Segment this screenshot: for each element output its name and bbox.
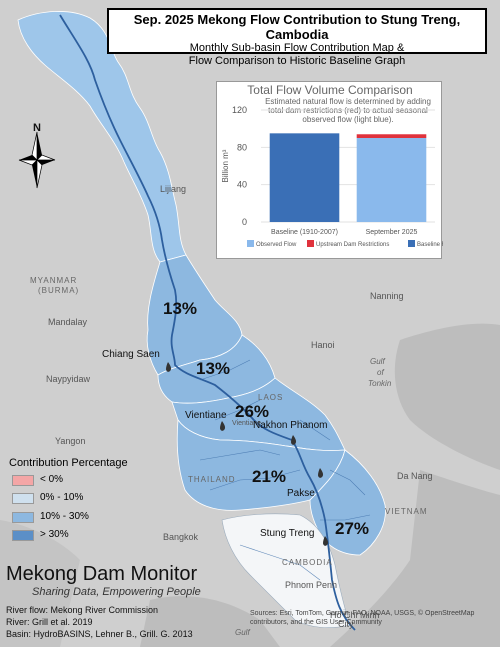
pct-label-stung-treng: 27% [335,519,370,538]
city-vientiane-small: Vientiane [232,420,262,427]
legend-title: Contribution Percentage [9,457,128,469]
sea-label-tonkin: Tonkin [368,379,392,388]
legend-item-0-10: 0% - 10% [12,492,132,506]
chart-legend-swatch-2 [307,240,314,247]
chart-legend-label-1: Observed Flow [256,242,297,248]
city-stung-treng: Stung Treng [260,528,315,539]
chart-legend-swatch-1 [247,240,254,247]
chart-y-tick-label: 40 [237,180,247,190]
country-laos: LAOS [258,393,284,402]
flow-chart: 0 40 80 120 Billion m³ Baseline (1910-2007) Se… [221,105,443,248]
chart-y-axis-label: Billion m³ [221,149,230,182]
chart-legend-label-2: Upstream Dam Restrictions [316,242,389,248]
title-box: Sep. 2025 Mekong Flow Contribution to St… [107,8,487,67]
north-label: N [33,122,41,134]
north-arrow-icon [18,131,56,189]
mekong-main-river [59,14,356,631]
sources-attribution: Sources: Esri, TomTom, Garmin, FAO, NOAA… [250,610,475,626]
legend-label-10-30: 10% - 30% [40,511,89,522]
legend-item-over-30: > 30% [12,529,132,543]
gauge-markers [166,362,329,546]
legend-label-0-10: 0% - 10% [40,492,84,503]
flow-chart-panel: Total Flow Volume Comparison Estimated n… [216,81,443,259]
city-nakhon-phanom: Nakhon Phanom [253,420,328,431]
upper-basin-region [17,11,187,263]
city-naypyidaw: Naypyidaw [46,374,91,384]
city-chiang-saen: Chiang Saen [102,349,160,360]
country-thailand: THAILAND [188,475,236,484]
legend-label-negative: < 0% [40,474,64,485]
credit-basin: Basin: HydroBASINS, Lehner B., Grill. G.… [6,629,193,639]
map-title: Sep. 2025 Mekong Flow Contribution to St… [133,12,461,42]
chart-note-line-3: observed flow (light blue). [302,115,394,124]
chart-note-line-1: Estimated natural flow is determined by … [265,97,431,106]
chart-legend-label-3: Baseline Flow [417,242,443,248]
city-ho-chi-minh: Ho Chi Minh [330,610,380,620]
chart-bar-1-2 [356,138,427,222]
city-ho-chi-minh-2: City [338,619,354,629]
legend-item-10-30: 10% - 30% [12,511,132,525]
sea-label-gulf: Gulf [370,357,385,366]
gauge-stung-treng [323,536,329,546]
city-mandalay: Mandalay [48,317,88,327]
legend-label-over-30: > 30% [40,529,69,540]
legend-swatch-0-10 [12,493,34,504]
pct-label-vientiane-upper: 13% [196,359,231,378]
chart-category-label: September 2025 [366,229,418,236]
brand-tagline: Sharing Data, Empowering People [32,586,201,598]
country-vietnam: VIETNAM [385,507,428,516]
brand-name: Mekong Dam Monitor [6,563,198,585]
chart-bar-3-1 [269,133,340,222]
sea-label-gulf-thailand: Gulf [235,628,250,637]
gauge-pakse [318,468,324,478]
chart-bar-2-2 [356,134,427,138]
city-nanning: Nanning [370,291,404,301]
credit-river-flow: River flow: Mekong River Commission [6,605,159,615]
tributaries [199,359,371,581]
legend-item-negative: < 0% [12,474,132,488]
chart-y-tick-label: 120 [232,105,247,115]
chart-title: Total Flow Volume Comparison [247,83,413,97]
sea-label-of: of [377,368,384,377]
chart-y-tick-label: 0 [242,217,247,227]
gauge-nakhon-phanom [291,435,297,445]
gauge-chiang-saen [166,362,172,372]
map-subtitle-1: Monthly Sub-basin Flow Contribution Map … [189,42,405,54]
map-subtitle-2: Flow Comparison to Historic Baseline Gra… [188,55,406,67]
country-cambodia: CAMBODIA [282,558,333,567]
gulf-of-tonkin-sea [394,323,500,470]
city-bangkok: Bangkok [163,532,199,542]
city-pakse: Pakse [287,488,315,499]
gauge-vientiane [220,421,226,431]
pct-label-nakhon-phanom: 26% [235,402,270,421]
pct-label-chiang-saen: 13% [163,299,198,318]
credit-river: River: Grill et al. 2019 [6,617,93,627]
legend-swatch-over-30 [12,530,34,541]
legend-swatch-negative [12,475,34,486]
chart-y-tick-label: 80 [237,142,247,152]
pct-label-pakse: 21% [252,467,287,486]
country-myanmar: MYANMAR [30,276,78,285]
south-china-sea [330,470,500,647]
gulf-of-thailand [140,596,280,647]
city-lijiang: Lijiang [160,184,187,194]
city-da-nang: Da Nang [397,471,433,481]
city-hanoi: Hanoi [311,340,335,350]
chart-legend-swatch-3 [408,240,415,247]
andaman-sea [0,520,80,647]
city-vientiane: Vientiane [185,410,227,421]
legend-swatch-10-30 [12,512,34,523]
country-burma: (BURMA) [38,286,80,295]
chart-category-label: Baseline (1910-2007) [271,229,338,236]
city-phnom-penh: Phnom Penh [285,580,338,590]
city-yangon: Yangon [55,436,86,446]
basin-region-27 [309,449,386,556]
